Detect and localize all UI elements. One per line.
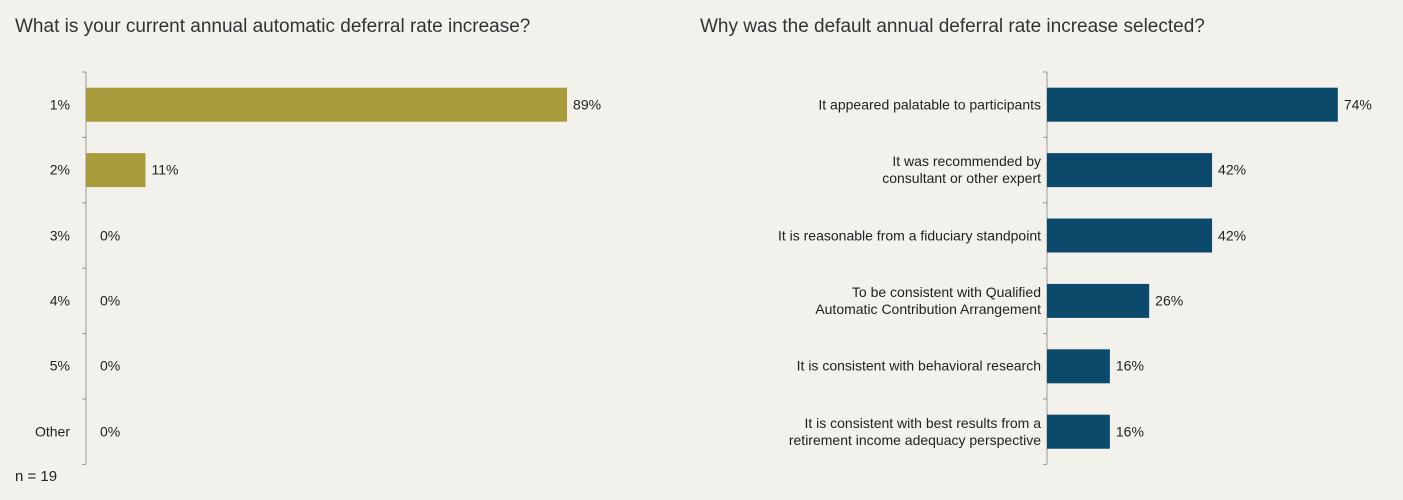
value-label: 0%	[100, 227, 121, 243]
bar	[1047, 414, 1110, 449]
category-label: 3%	[49, 227, 70, 243]
category-label: It was recommended by consultant or othe…	[882, 153, 1041, 187]
sample-note: n = 19	[15, 468, 58, 485]
value-label: 16%	[1115, 357, 1144, 374]
category-label: 1%	[49, 96, 70, 113]
value-label: 74%	[1343, 96, 1372, 113]
value-label: 89%	[573, 96, 602, 113]
category-label: It is reasonable from a fiduciary standp…	[777, 227, 1041, 243]
chart-title: What is your current annual automatic de…	[15, 16, 531, 37]
category-label: It appeared palatable to participants	[818, 96, 1041, 113]
value-label: 42%	[1218, 161, 1247, 178]
bar	[86, 87, 568, 122]
value-label: 11%	[151, 161, 179, 178]
category-label: It is consistent with best results from …	[788, 414, 1041, 448]
bar	[1047, 283, 1150, 318]
category-label: 5%	[49, 357, 70, 374]
category-label: 2%	[49, 161, 70, 178]
value-label: 42%	[1218, 227, 1247, 243]
bar	[86, 153, 146, 188]
value-label: 16%	[1115, 423, 1144, 440]
value-label: 0%	[100, 292, 121, 309]
value-label: 26%	[1155, 292, 1184, 309]
category-label: To be consistent with Qualified Automati…	[815, 283, 1041, 317]
category-label: Other	[34, 423, 70, 440]
bar	[1047, 153, 1213, 188]
category-label: It is consistent with behavioral researc…	[796, 357, 1041, 374]
value-label: 0%	[100, 357, 121, 374]
value-label: 0%	[100, 423, 121, 440]
bar	[1047, 218, 1213, 253]
bar	[1047, 87, 1338, 122]
chart-title: Why was the default annual deferral rate…	[700, 16, 1205, 37]
category-label: 4%	[49, 292, 70, 309]
bar	[1047, 349, 1110, 384]
